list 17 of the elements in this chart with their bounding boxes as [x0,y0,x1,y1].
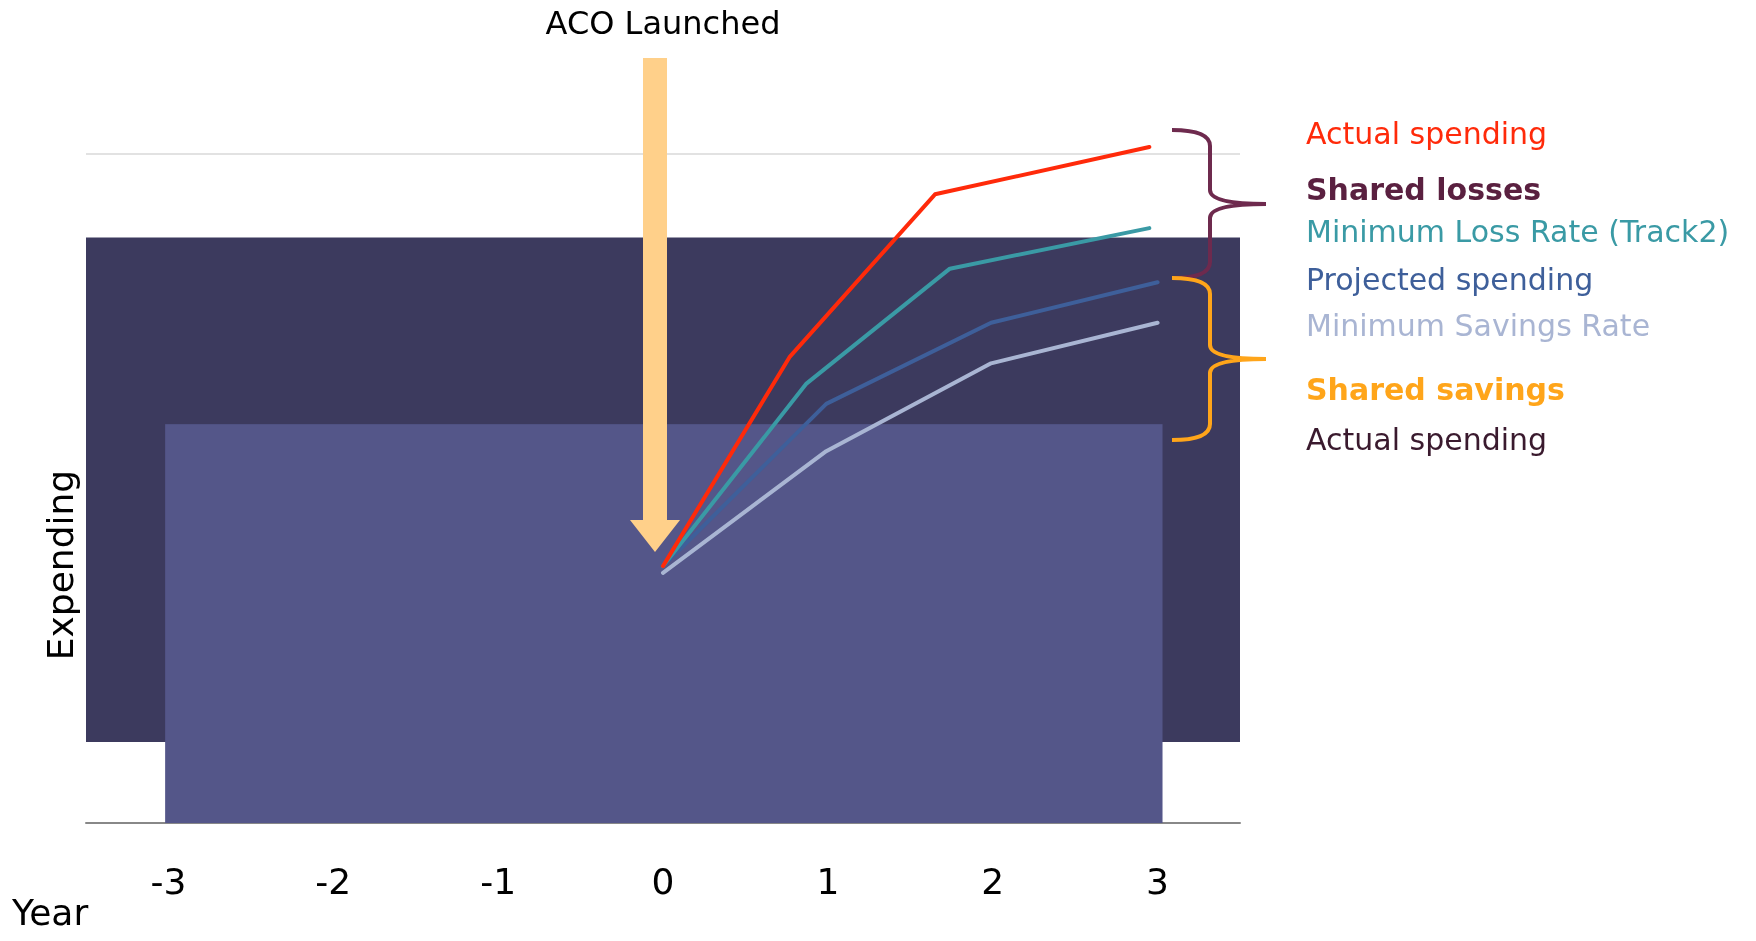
x-tick-label: 0 [651,860,675,902]
text: Minimum Loss Rate (Track2) [1306,214,1730,249]
text: Actual spending [1306,422,1548,457]
x-axis-title: Year [12,892,89,933]
x-tick-label: -3 [150,860,187,902]
text: Shared savings [1306,372,1565,407]
x-tick-label: -1 [480,860,517,902]
text: Projected spending [1306,262,1594,297]
x-tick-label: 2 [981,860,1005,902]
x-tick-label: -2 [315,860,352,902]
x-tick-label: 1 [816,860,840,902]
text: Shared losses [1306,172,1542,207]
y-axis-title: Expending [39,469,81,661]
text: Actual spending [1306,116,1548,151]
x-tick-label: 3 [1146,860,1170,902]
text: ACO Launched [545,4,781,42]
text: Minimum Savings Rate [1306,308,1651,343]
